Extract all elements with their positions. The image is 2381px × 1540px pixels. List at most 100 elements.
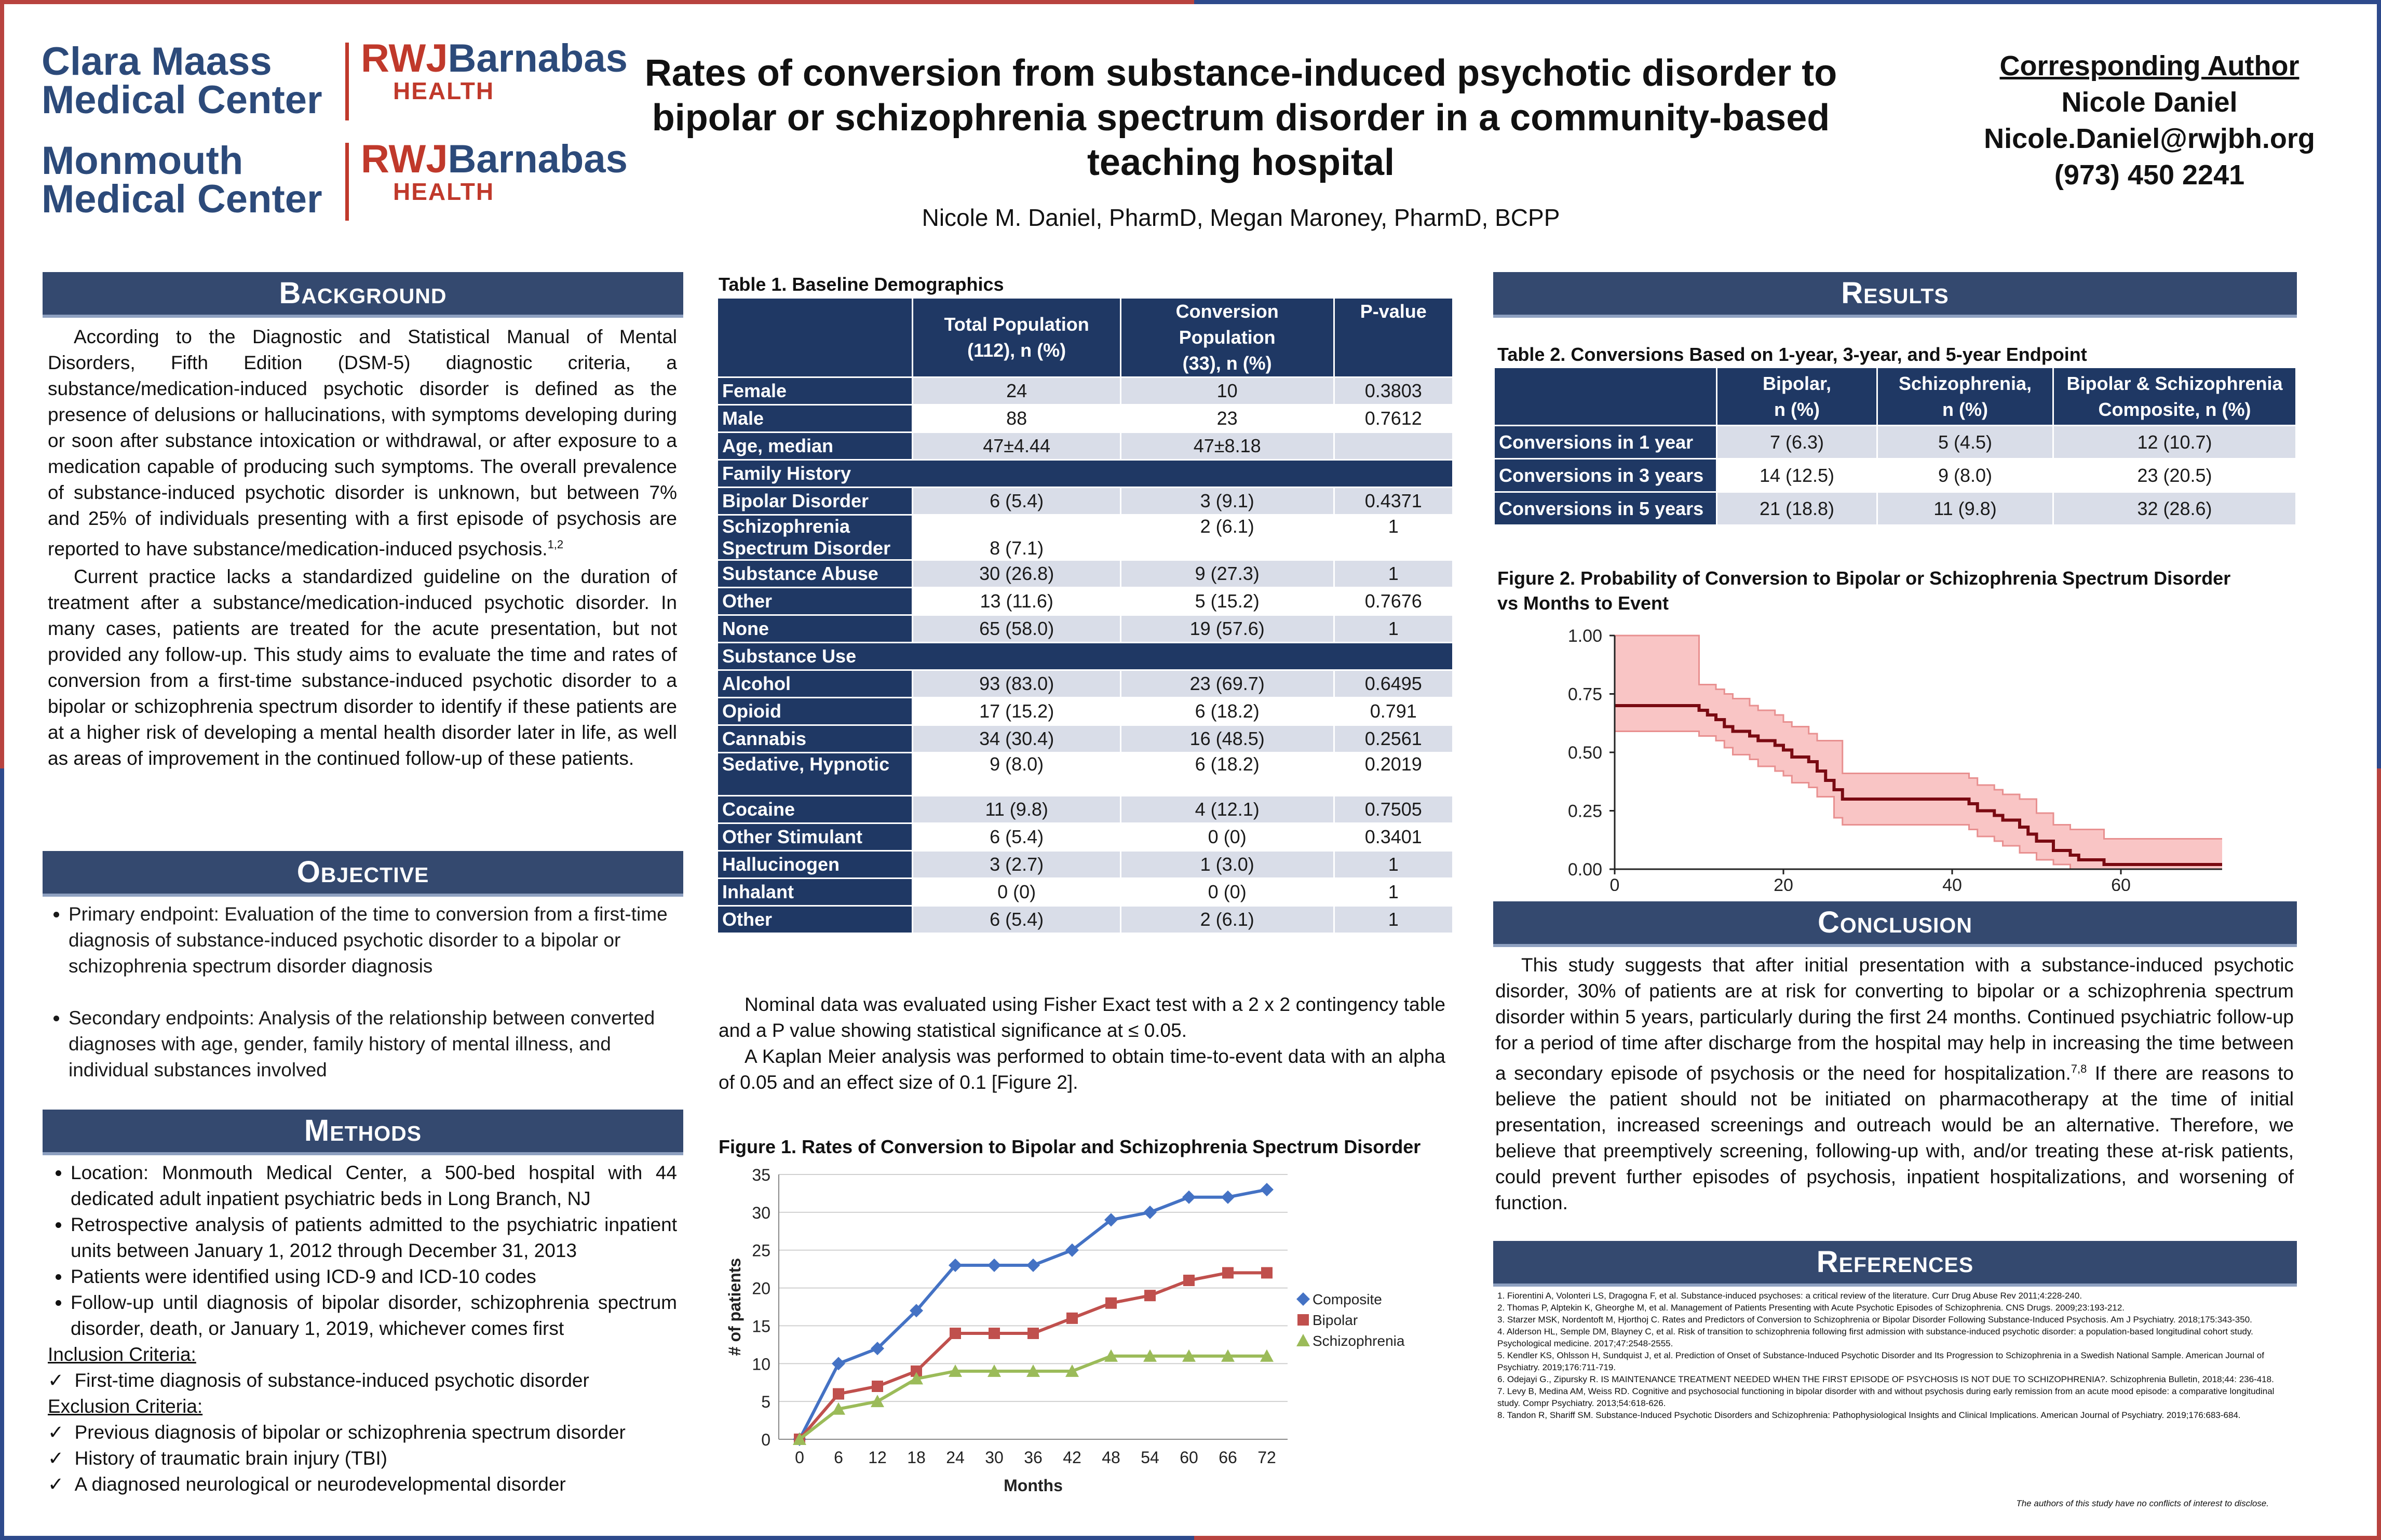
fig1-point-schizophrenia <box>1104 1349 1118 1362</box>
table1-total-cell: 24 <box>912 376 1121 406</box>
exclusion-item: ✓ A diagnosed neurological or neurodevel… <box>48 1474 566 1495</box>
fig1-point-composite <box>1104 1213 1118 1227</box>
fig1-point-schizophrenia <box>1182 1349 1196 1362</box>
fig1-y-tick-label: 10 <box>752 1355 770 1373</box>
fig1-y-tick-label: 0 <box>761 1430 770 1449</box>
title-line-3: teaching hospital <box>1087 142 1395 183</box>
table1-conversion-cell: 23 (69.7) <box>1119 669 1335 698</box>
fig1-x-tick-label: 42 <box>1063 1448 1081 1467</box>
exclusion-text: A diagnosed neurological or neurodevelop… <box>74 1474 566 1495</box>
figure2-kaplan-meier-chart: 0.00 0.25 0.50 0.75 1.00 0 20 40 60 <box>1568 626 2222 891</box>
conclusion-text: This study suggests that after initial p… <box>1495 952 2294 1216</box>
fig1-point-bipolar <box>950 1328 961 1339</box>
conclusion-p2: If there are reasons to believe the pati… <box>1495 1062 2294 1214</box>
table1-row-label: Cannabis <box>716 724 914 753</box>
logo-divider-2 <box>345 143 349 221</box>
table1-pvalue-cell <box>1333 431 1454 461</box>
fig1-y-tick-label: 25 <box>752 1241 770 1260</box>
table2-bipolar-cell: 14 (12.5) <box>1716 458 1878 493</box>
objective-heading: Objective <box>43 851 683 897</box>
fig1-point-bipolar <box>1222 1267 1234 1279</box>
fig1-y-tick-label: 5 <box>761 1393 770 1411</box>
fig1-point-schizophrenia <box>793 1433 806 1445</box>
table-row: Male 88 23 0.7612 <box>716 404 1454 433</box>
table1-conversion-cell: 19 (57.6) <box>1119 614 1335 643</box>
table1-conversion-cell: 6 (18.2) <box>1119 697 1335 726</box>
corr-email: Nicole.Daniel@rwjbh.org <box>1984 123 2315 154</box>
fig1-point-schizophrenia <box>1026 1364 1040 1377</box>
logo-monmouth: Monmouth Medical Center <box>42 141 322 221</box>
table1-pvalue-cell: 0.7612 <box>1333 404 1454 433</box>
background-p2: Current practice lacks a standardized gu… <box>48 566 677 769</box>
table1-pvalue-cell: 1 <box>1333 905 1454 934</box>
table1-row-label: Opioid <box>716 697 914 726</box>
objective-item: Primary endpoint: Evaluation of the time… <box>69 901 684 979</box>
table1-row-label: Alcohol <box>716 669 914 698</box>
reference-item: 8. Tandon R, Shariff SM. Substance-Induc… <box>1497 1410 2241 1420</box>
figure1-line-chart: 0 5 10 15 20 25 30 35 0 6 12 18 24 30 36 42 48 54 60 66 72 Mo… <box>725 1166 1405 1495</box>
corr-name: Nicole Daniel <box>2061 87 2238 118</box>
table1-header-conversion: Conversion Population (33), n (%) <box>1119 297 1335 378</box>
inclusion-item: ✓ First-time diagnosis of substance-indu… <box>48 1370 589 1391</box>
table1-total-cell: 6 (5.4) <box>912 822 1121 852</box>
table-row: Conversions in 1 year 7 (6.3) 5 (4.5) 12 (1… <box>1493 425 2297 460</box>
table1-pvalue-cell: 0.791 <box>1333 697 1454 726</box>
reference-item: 1. Fiorentini A, Volonteri LS, Dragogna … <box>1497 1291 2082 1301</box>
table1-conversion-cell: 1 (3.0) <box>1119 850 1335 879</box>
rwj-text: RWJ <box>361 36 448 80</box>
fig1-point-bipolar <box>833 1388 844 1400</box>
fig1-series-schizophrenia <box>793 1349 1274 1445</box>
table1-row-label: Sedative, Hypnotic <box>716 752 914 796</box>
fig1-x-tick-label: 54 <box>1141 1448 1159 1467</box>
table2-row-label: Conversions in 1 year <box>1493 425 1717 460</box>
table-row: Hallucinogen 3 (2.7) 1 (3.0) 1 <box>716 850 1454 879</box>
table1-header-total: Total Population (112), n (%) <box>912 297 1121 378</box>
frame-left-lower <box>0 768 4 1540</box>
table1-row-label: Other <box>716 905 914 934</box>
fig1-x-tick-label: 24 <box>946 1448 965 1467</box>
fig1-point-composite <box>1065 1243 1079 1257</box>
table1-caption: Table 1. Baseline Demographics <box>719 274 1004 295</box>
hospital2-line2: Medical Center <box>42 177 322 221</box>
table2-row-label: Conversions in 3 years <box>1493 458 1717 493</box>
fig1-point-bipolar <box>911 1365 922 1377</box>
fig1-point-composite <box>910 1304 923 1318</box>
reference-item: 3. Starzer MSK, Nordentoft M, Hjorthoj C… <box>1497 1315 2252 1325</box>
frame-bottom-right <box>1194 1536 2381 1540</box>
methods-item: Location: Monmouth Medical Center, a 500… <box>71 1160 677 1212</box>
table1-total-cell: 30 (26.8) <box>912 559 1121 588</box>
table-row: Cocaine 11 (9.8) 4 (12.1) 0.7505 <box>716 795 1454 824</box>
fig2-x-tick-label: 0 <box>1610 875 1620 891</box>
methods-item: Follow-up until diagnosis of bipolar dis… <box>71 1290 677 1342</box>
barnabas-text: Barnabas <box>448 137 628 181</box>
references-heading: References <box>1493 1241 2297 1287</box>
fig2-x-tick-label: 20 <box>1774 875 1793 891</box>
table-row: Female 24 10 0.3803 <box>716 376 1454 406</box>
table1-total-cell: 34 (30.4) <box>912 724 1121 753</box>
figure2-caption: Figure 2. Probability of Conversion to B… <box>1497 566 2230 616</box>
table2-schizophrenia-cell: 5 (4.5) <box>1876 425 2054 460</box>
reference-item: 6. Odejayi G., Zipursky R. IS MAINTENANC… <box>1497 1374 2274 1384</box>
table1-pvalue-cell: 0.7676 <box>1333 587 1454 616</box>
table1-total-cell: 6 (5.4) <box>912 487 1121 516</box>
table1-row-label: Age, median <box>716 431 914 461</box>
background-text: According to the Diagnostic and Statisti… <box>48 324 677 772</box>
conclusion-citation: 7,8 <box>2071 1062 2087 1075</box>
logo-rwjbarnabas-2: RWJBarnabas HEALTH <box>361 140 628 206</box>
table1-row-label: Inhalant <box>716 877 914 907</box>
table1-total-cell: 47±4.44 <box>912 431 1121 461</box>
table-row: Conversions in 5 years 21 (18.8) 11 (9.8) 3… <box>1493 491 2297 526</box>
table-row: Schizophrenia Spectrum Disorder 8 (7.1) 2 (… <box>716 514 1454 561</box>
fig1-point-composite <box>832 1357 845 1371</box>
table-row: Other 6 (5.4) 2 (6.1) 1 <box>716 905 1454 934</box>
figure2-caption-line: Figure 2. Probability of Conversion to B… <box>1497 568 2231 589</box>
table1-pvalue-cell: 1 <box>1333 877 1454 907</box>
fig1-point-schizophrenia <box>910 1372 923 1385</box>
fig1-point-schizophrenia <box>987 1364 1001 1377</box>
fig1-x-tick-label: 60 <box>1180 1448 1198 1467</box>
table1-pvalue-cell: 1 <box>1333 850 1454 879</box>
fig1-y-axis-label: # of patients <box>725 1258 744 1356</box>
table-row: None 65 (58.0) 19 (57.6) 1 <box>716 614 1454 643</box>
table2-composite-cell: 32 (28.6) <box>2052 491 2297 526</box>
table1-conversion-cell: 10 <box>1119 376 1335 406</box>
